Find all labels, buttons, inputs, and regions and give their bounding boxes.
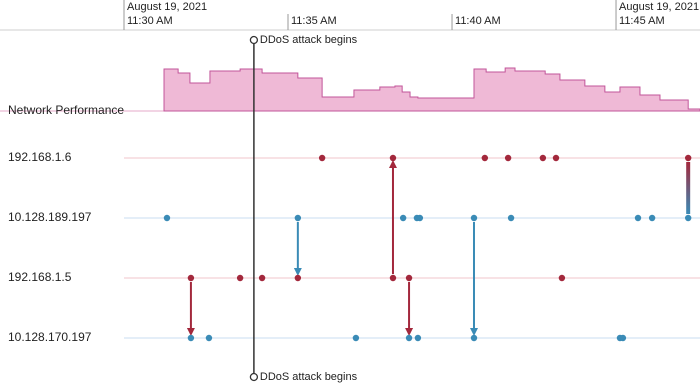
event-dot bbox=[205, 334, 213, 342]
event-dot bbox=[163, 214, 171, 222]
x-tick-label: 11:35 AM bbox=[291, 15, 337, 27]
annotation-end bbox=[249, 372, 259, 382]
event-dot bbox=[389, 274, 397, 282]
event-dot bbox=[352, 334, 360, 342]
date-label: August 19, 2021 bbox=[127, 1, 207, 13]
event-dot bbox=[187, 274, 195, 282]
row-label: 10.128.189.197 bbox=[8, 210, 92, 224]
event-dot bbox=[187, 334, 195, 342]
event-dot bbox=[634, 214, 642, 222]
annotation-end bbox=[249, 35, 259, 45]
event-dot bbox=[507, 214, 515, 222]
event-dot bbox=[258, 274, 266, 282]
date-label: August 19, 2021 bbox=[619, 1, 699, 13]
event-dot bbox=[399, 214, 407, 222]
row-label: 192.168.1.5 bbox=[8, 270, 72, 284]
event-dot bbox=[405, 334, 413, 342]
x-tick-label: 11:45 AM bbox=[619, 15, 665, 27]
event-dot bbox=[481, 154, 489, 162]
row-label: 10.128.170.197 bbox=[8, 330, 92, 344]
event-dot bbox=[236, 274, 244, 282]
event-dot bbox=[294, 274, 302, 282]
event-dot bbox=[318, 154, 326, 162]
event-dot bbox=[470, 214, 478, 222]
annotation-label: DDoS attack begins bbox=[260, 371, 358, 383]
performance-area bbox=[163, 67, 700, 112]
event-dot bbox=[405, 274, 413, 282]
event-dot bbox=[470, 334, 478, 342]
annotation-label: DDoS attack begins bbox=[260, 34, 358, 46]
event-dot bbox=[294, 214, 302, 222]
event-dot bbox=[684, 214, 692, 222]
event-dot bbox=[684, 154, 692, 162]
event-dot bbox=[539, 154, 547, 162]
event-dot bbox=[504, 154, 512, 162]
performance-label: Network Performance bbox=[8, 103, 124, 117]
row-label: 192.168.1.6 bbox=[8, 150, 72, 164]
event-dot bbox=[648, 214, 656, 222]
x-tick-label: 11:40 AM bbox=[455, 15, 501, 27]
x-tick-label: 11:30 AM bbox=[127, 15, 173, 27]
event-dot bbox=[389, 154, 397, 162]
event-dot bbox=[416, 214, 424, 222]
event-dot bbox=[414, 334, 422, 342]
event-dot bbox=[552, 154, 560, 162]
event-dot bbox=[558, 274, 566, 282]
event-dot bbox=[619, 334, 627, 342]
